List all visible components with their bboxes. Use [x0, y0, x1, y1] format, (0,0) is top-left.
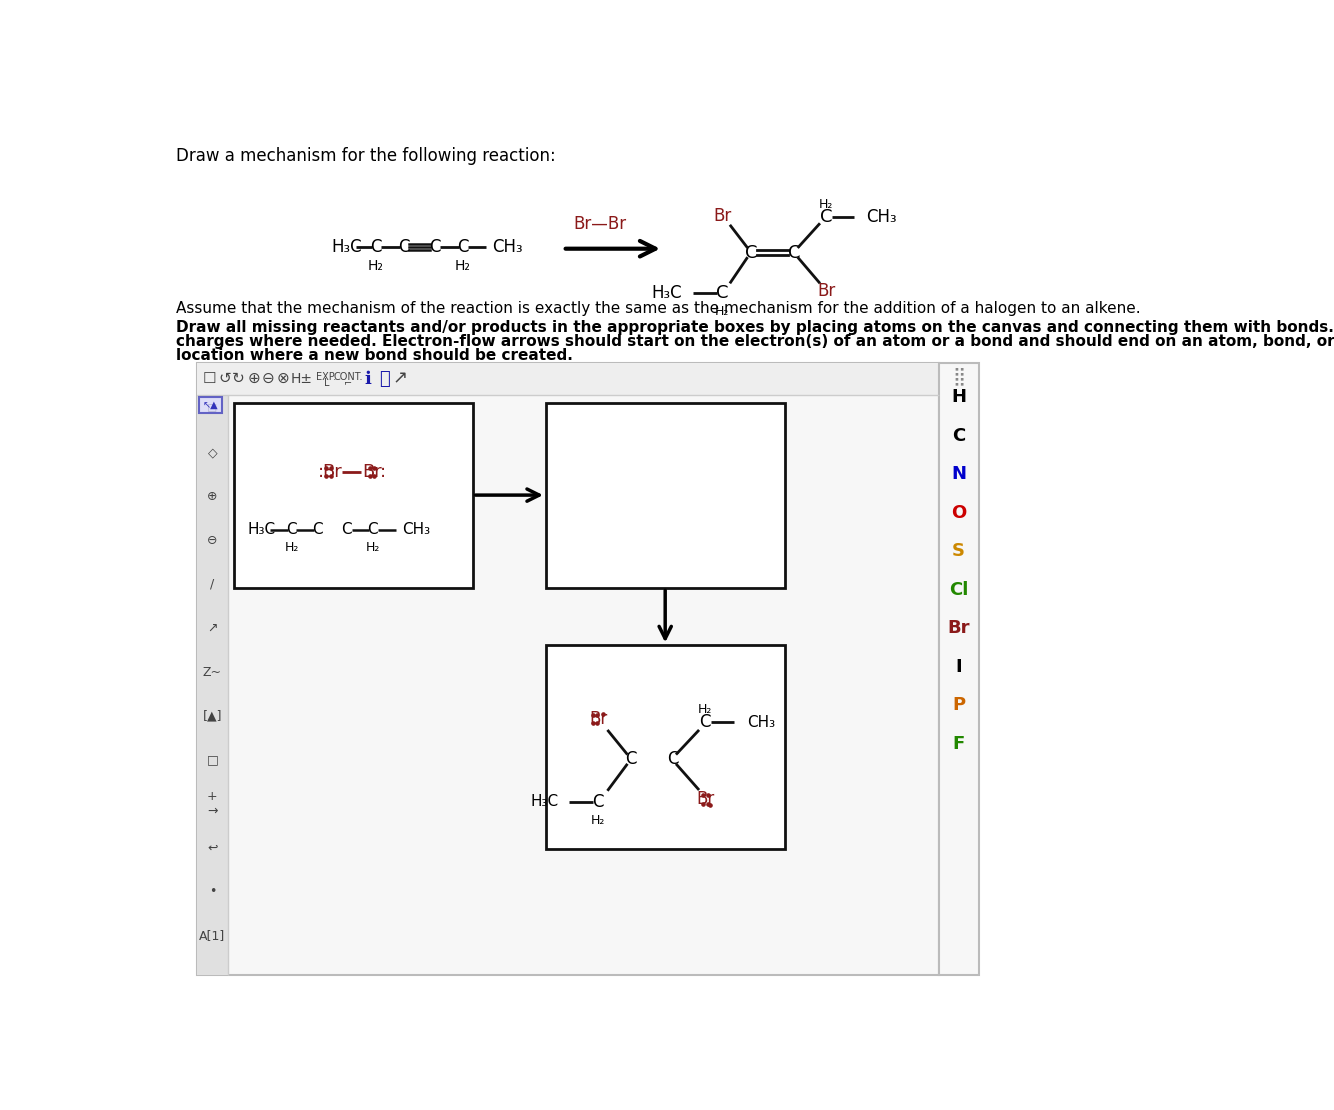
Text: Assume that the mechanism of the reaction is exactly the same as the mechanism f: Assume that the mechanism of the reactio… [176, 301, 1141, 316]
Text: Br: Br [362, 463, 382, 481]
Text: Draw all missing reactants and/or products in the appropriate boxes by placing a: Draw all missing reactants and/or produc… [176, 321, 1334, 335]
Text: Br: Br [590, 710, 607, 728]
Bar [546, 645, 784, 849]
Text: ☐: ☐ [203, 372, 216, 386]
Text: ↺: ↺ [219, 372, 231, 386]
Text: C: C [820, 209, 832, 226]
Text: Br: Br [947, 619, 970, 637]
Text: H: H [951, 388, 966, 406]
Text: C: C [312, 522, 323, 537]
Text: CH₃: CH₃ [866, 209, 896, 226]
Text: ⊖: ⊖ [261, 372, 275, 386]
Text: □: □ [207, 754, 219, 767]
Text: ↗: ↗ [392, 370, 408, 387]
Text: CH₃: CH₃ [492, 239, 523, 256]
Text: ⊖: ⊖ [207, 534, 217, 547]
Text: I: I [955, 658, 962, 676]
Text: C: C [430, 239, 440, 256]
Text: ⊕: ⊕ [248, 372, 260, 386]
Text: :: : [317, 463, 324, 481]
Text: H₂: H₂ [284, 541, 299, 554]
Text: C: C [370, 239, 382, 256]
Text: ⊗: ⊗ [277, 372, 289, 386]
Text: ◇: ◇ [208, 446, 217, 460]
Text: ℹ: ℹ [364, 370, 371, 387]
Text: Br: Br [816, 282, 835, 300]
Text: Draw a mechanism for the following reaction:: Draw a mechanism for the following react… [176, 147, 556, 165]
Text: /: / [211, 578, 215, 591]
Text: C: C [592, 793, 604, 810]
Text: C: C [716, 283, 728, 302]
Text: location where a new bond should be created.: location where a new bond should be crea… [176, 349, 574, 363]
Text: ❓: ❓ [379, 370, 390, 387]
Text: H₂: H₂ [591, 814, 606, 827]
Bar [233, 403, 472, 587]
Text: Z~: Z~ [203, 666, 221, 678]
Text: N: N [951, 465, 966, 483]
Bar [546, 403, 784, 587]
Text: Br—Br: Br—Br [574, 215, 626, 233]
Text: ↻: ↻ [232, 372, 245, 386]
Text: H₂: H₂ [819, 199, 834, 211]
Text: H₂: H₂ [368, 259, 384, 273]
Text: O: O [951, 504, 966, 522]
Text: ↗: ↗ [207, 622, 217, 635]
Text: C: C [624, 750, 636, 768]
Text: F: F [952, 735, 964, 753]
Text: P: P [952, 696, 964, 715]
Text: CONT.: CONT. [334, 372, 363, 382]
Bar [197, 395, 228, 975]
Bar [197, 363, 939, 975]
Text: S: S [952, 543, 964, 561]
Text: +
→: + → [207, 790, 217, 818]
Text: •: • [208, 885, 216, 898]
Text: CH₃: CH₃ [747, 715, 775, 729]
Text: Br: Br [714, 206, 731, 224]
Text: Cl: Cl [948, 581, 968, 598]
Text: H₂: H₂ [715, 305, 730, 317]
Text: ⌐: ⌐ [344, 377, 352, 387]
Text: EXP.: EXP. [316, 372, 336, 382]
Text: H₃C: H₃C [530, 794, 558, 809]
Text: H₃C: H₃C [651, 283, 682, 302]
Text: H₂: H₂ [455, 259, 471, 273]
Text: C: C [787, 243, 800, 262]
Text: charges where needed. Electron-flow arrows should start on the electron(s) of an: charges where needed. Electron-flow arro… [176, 334, 1334, 350]
Text: C: C [746, 243, 758, 262]
Text: L: L [324, 377, 329, 387]
Text: C: C [699, 714, 711, 731]
Text: ⊡: ⊡ [207, 402, 217, 415]
Text: C: C [952, 427, 966, 445]
Text: C: C [398, 239, 410, 256]
Text: H₂: H₂ [366, 541, 380, 554]
Text: ⣿: ⣿ [952, 367, 964, 385]
Text: :: : [380, 463, 386, 481]
Bar [939, 363, 979, 975]
Text: C: C [367, 522, 378, 537]
Text: ⊕: ⊕ [207, 491, 217, 503]
Text: Br: Br [696, 790, 715, 808]
Text: Br: Br [321, 463, 342, 481]
Text: A[1]: A[1] [199, 929, 225, 942]
Text: C: C [458, 239, 468, 256]
Text: H₂: H₂ [698, 703, 712, 716]
Text: H₃C: H₃C [248, 522, 276, 537]
Text: ↩: ↩ [207, 841, 217, 855]
Bar [199, 396, 221, 414]
Text: H₃C: H₃C [332, 239, 363, 256]
Text: H±: H± [291, 372, 312, 386]
Text: ↖▲: ↖▲ [203, 400, 217, 410]
Bar [197, 363, 939, 395]
Text: C: C [667, 750, 679, 768]
Text: C: C [342, 522, 352, 537]
Text: [▲]: [▲] [203, 709, 223, 723]
Text: CH₃: CH₃ [402, 522, 430, 537]
Text: C: C [287, 522, 297, 537]
